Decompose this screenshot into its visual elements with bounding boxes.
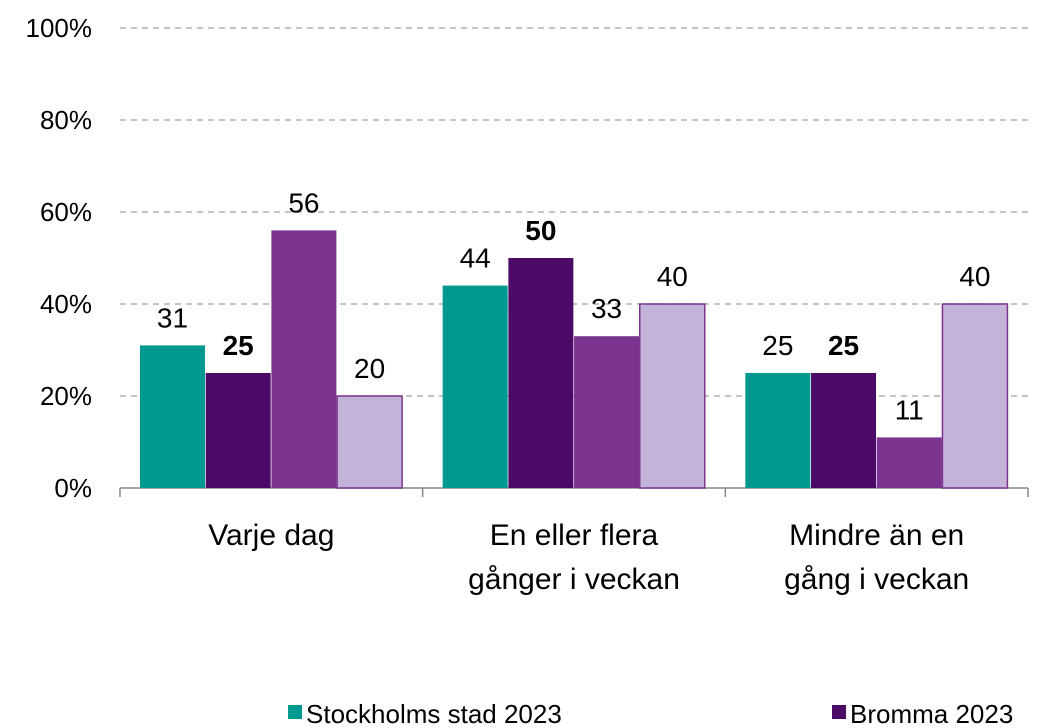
bar [508,258,574,488]
y-tick-label: 100% [26,13,93,43]
data-label: 20 [354,353,385,384]
bar [140,345,205,488]
bar [271,230,337,488]
bar [336,395,403,489]
bar [811,373,877,488]
bar [442,285,508,488]
data-label: 56 [288,187,319,218]
bar [574,336,640,488]
data-label: 11 [895,394,924,425]
data-label: 50 [525,215,556,246]
y-tick-label: 80% [40,105,92,135]
data-label: 25 [223,330,254,361]
bar [745,373,811,488]
data-label: 44 [460,243,491,274]
y-tick-label: 60% [40,197,92,227]
data-label: 25 [762,330,793,361]
x-tick-label: Mindre än en gång i veckan [784,519,969,596]
data-label: 40 [657,261,688,292]
x-tick-label: Varje dag [208,519,334,552]
y-tick-label: 40% [40,289,92,319]
data-label: 40 [959,261,990,292]
legend-label: Stockholms stad 2023 [306,699,562,728]
data-label: 31 [157,302,188,333]
y-tick-label: 0% [54,473,92,503]
x-tick-label: En eller flera gånger i veckan [468,519,680,596]
legend-swatch [288,705,302,719]
data-label: 25 [828,330,859,361]
y-tick-label: 20% [40,381,92,411]
bar [639,303,706,489]
legend-swatch [832,705,846,719]
bar [205,373,271,488]
bar [941,303,1009,489]
legend-label: Bromma 2023 [850,699,1013,728]
data-label: 33 [591,293,622,324]
bar [876,437,942,488]
